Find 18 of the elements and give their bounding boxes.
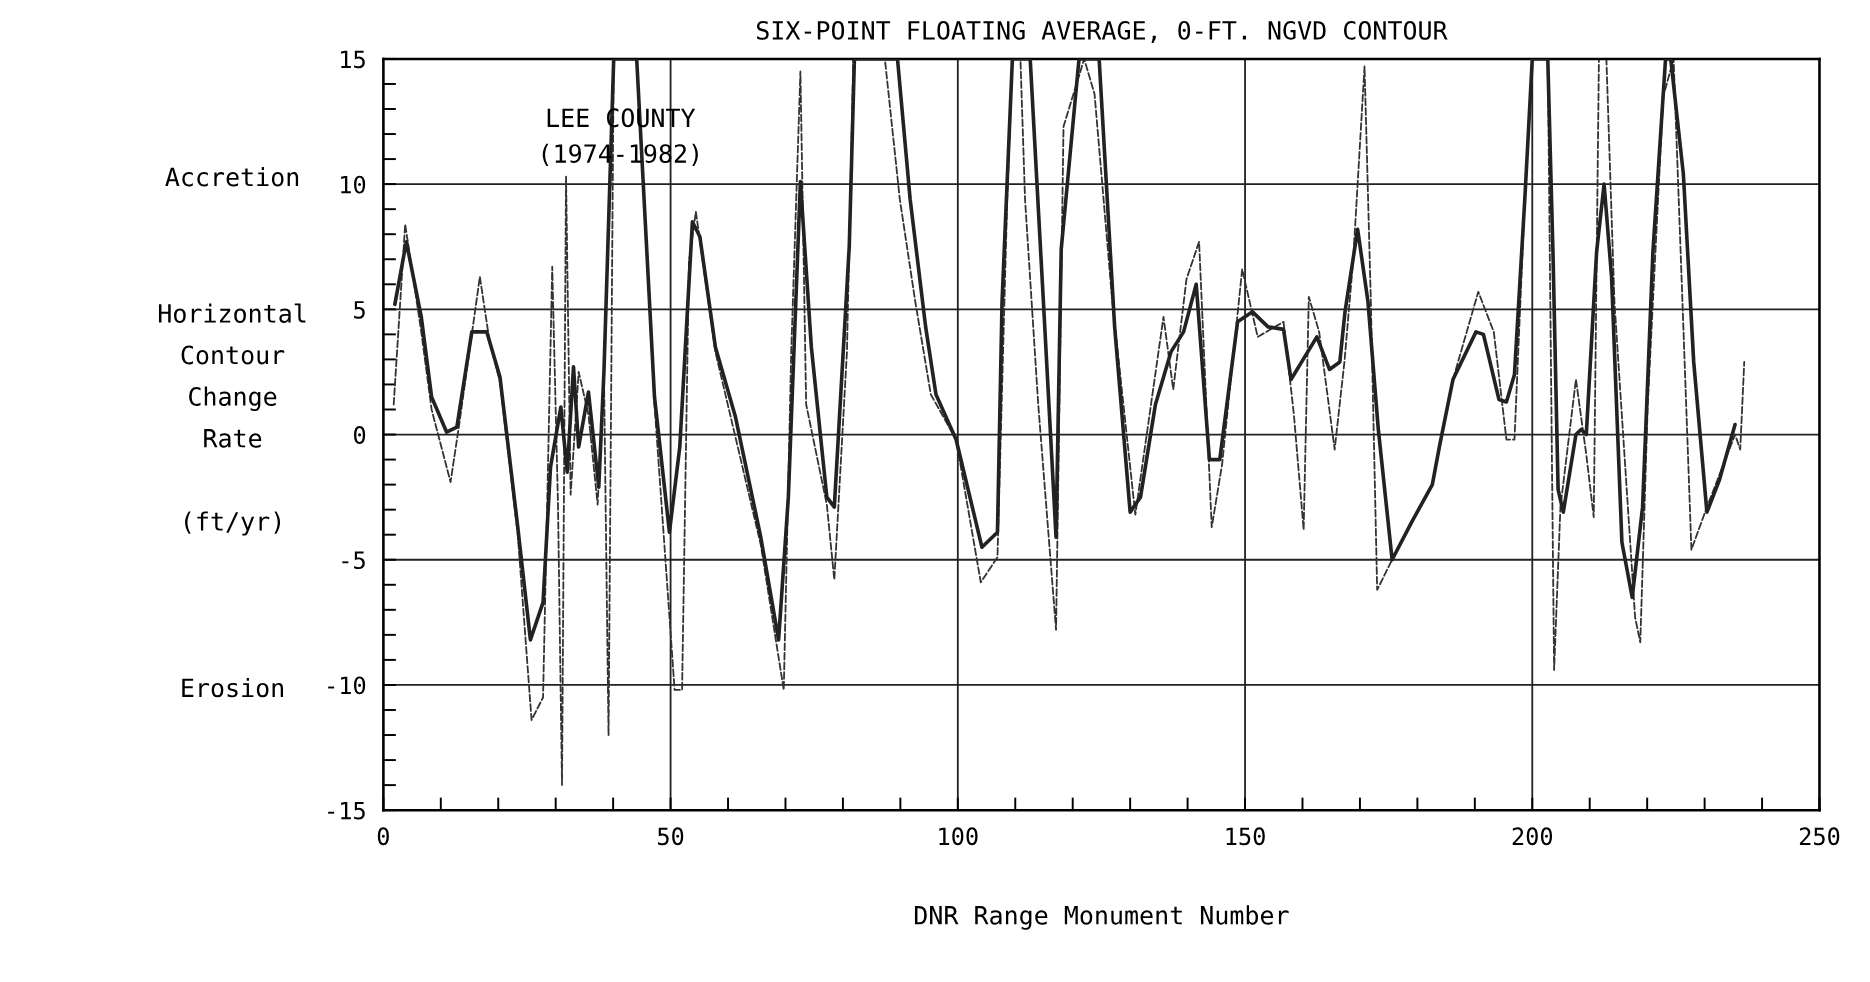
- x-tick-label: 0: [377, 827, 389, 846]
- x-tick-label: 100: [939, 827, 978, 846]
- text: Erosion: [182, 677, 284, 698]
- y-tick-label: -5: [342, 551, 365, 570]
- chart-title: SIX-POINT FLOATING AVERAGE, 0-FT. NGVD CONTOUR: [756, 20, 1448, 43]
- x-tick-label: 200: [1512, 827, 1553, 846]
- y-tick-label: -15: [328, 801, 365, 820]
- text: Horizontal Contour Change Rate (ft/yr): [158, 303, 306, 536]
- y-tick-label: -10: [328, 676, 366, 695]
- x-tick-label: 150: [1226, 827, 1265, 846]
- x-axis-title: DNR Range Monument Number: [914, 905, 1289, 930]
- x-tick-label: 250: [1799, 827, 1840, 846]
- text: Accretion: [165, 167, 299, 187]
- y-tick-label: 0: [354, 426, 366, 444]
- x-tick-label: 50: [658, 827, 684, 846]
- y-tick-label: 10: [341, 175, 366, 194]
- y-tick-label: 15: [341, 50, 365, 69]
- y-tick-label: 5: [354, 301, 365, 319]
